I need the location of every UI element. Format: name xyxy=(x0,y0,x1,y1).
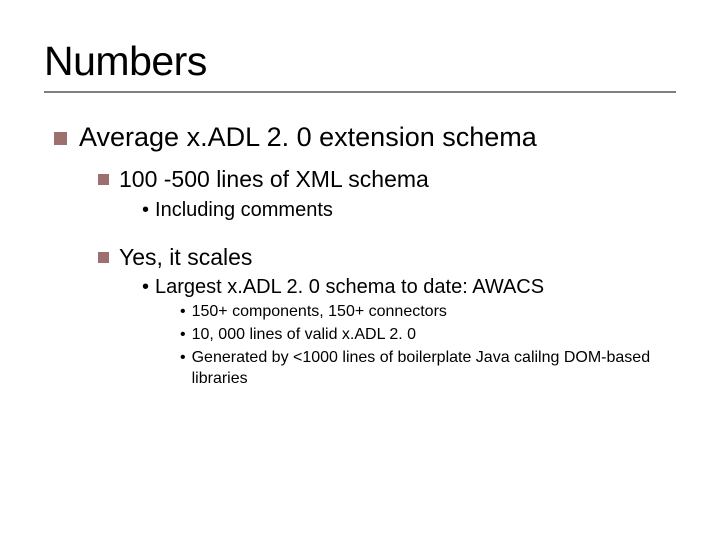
bullet-level2: Yes, it scales xyxy=(98,243,676,272)
square-bullet-icon xyxy=(98,174,109,185)
bullet-level4: • 10, 000 lines of valid x.ADL 2. 0 xyxy=(180,325,676,346)
bullet-level3-text: Including comments xyxy=(155,198,333,223)
bullet-level2-text: Yes, it scales xyxy=(119,243,252,272)
bullet-level4-text: Generated by <1000 lines of boilerplate … xyxy=(192,348,662,390)
round-bullet-icon: • xyxy=(180,348,186,369)
round-bullet-icon: • xyxy=(142,275,149,299)
bullet-level4-text: 10, 000 lines of valid x.ADL 2. 0 xyxy=(192,325,416,346)
round-bullet-icon: • xyxy=(180,325,186,346)
square-bullet-icon xyxy=(98,252,109,263)
bullet-level3: • Largest x.ADL 2. 0 schema to date: AWA… xyxy=(142,275,676,300)
square-bullet-icon xyxy=(54,132,67,145)
bullet-level4: • Generated by <1000 lines of boilerplat… xyxy=(180,348,676,390)
round-bullet-icon: • xyxy=(142,198,149,222)
bullet-level4: • 150+ components, 150+ connectors xyxy=(180,302,676,323)
bullet-level3: • Including comments xyxy=(142,198,676,223)
title-divider xyxy=(44,91,676,93)
bullet-level1-text: Average x.ADL 2. 0 extension schema xyxy=(79,121,537,155)
bullet-level2: 100 -500 lines of XML schema xyxy=(98,165,676,194)
bullet-level4-text: 150+ components, 150+ connectors xyxy=(192,302,447,323)
round-bullet-icon: • xyxy=(180,302,186,323)
bullet-level3-text: Largest x.ADL 2. 0 schema to date: AWACS xyxy=(155,275,544,300)
bullet-level2-text: 100 -500 lines of XML schema xyxy=(119,165,429,194)
bullet-level1: Average x.ADL 2. 0 extension schema xyxy=(54,121,676,155)
slide-title: Numbers xyxy=(44,38,676,85)
